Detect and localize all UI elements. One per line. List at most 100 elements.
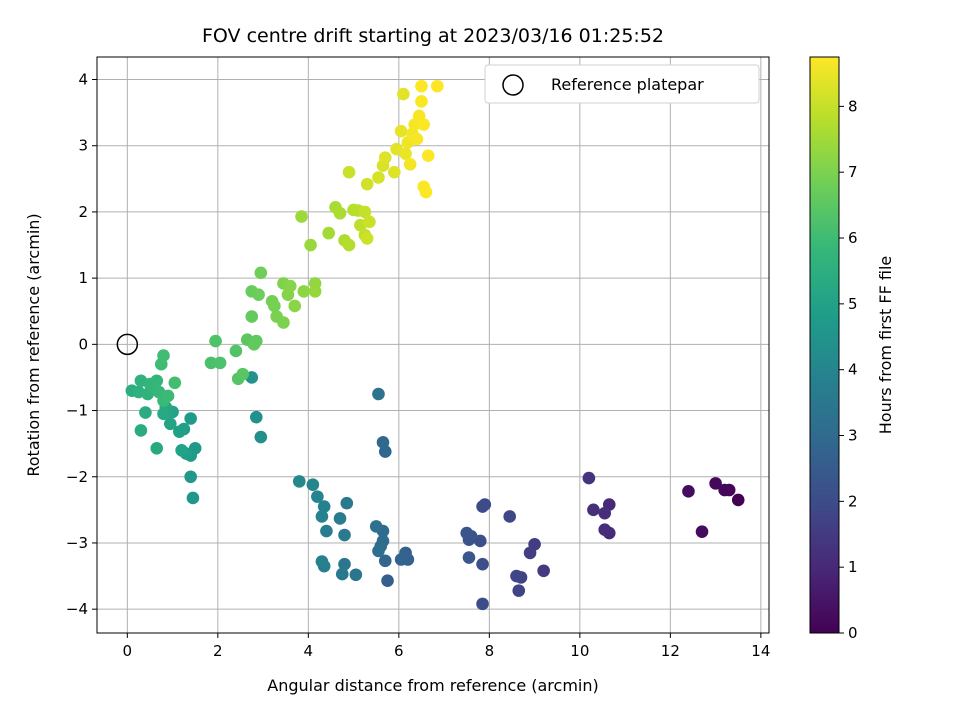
x-tick-label: 6 xyxy=(394,642,404,660)
data-point xyxy=(245,310,259,323)
data-point xyxy=(462,551,476,564)
data-point xyxy=(173,425,186,439)
data-point xyxy=(338,528,351,542)
colorbar-tick-label: 1 xyxy=(848,558,858,576)
data-point xyxy=(476,597,489,611)
data-point xyxy=(718,483,731,497)
data-point xyxy=(410,132,424,146)
colorbar-tick-label: 6 xyxy=(848,229,858,247)
data-point xyxy=(394,124,408,138)
data-point xyxy=(308,285,322,298)
y-tick-label: −4 xyxy=(66,600,88,618)
data-point xyxy=(372,387,385,401)
data-point xyxy=(229,344,243,358)
data-point xyxy=(139,406,152,419)
data-point xyxy=(186,491,200,505)
legend-marker-icon xyxy=(502,74,524,96)
data-point xyxy=(254,430,268,444)
data-point xyxy=(378,151,392,164)
chart-title: FOV centre drift starting at 2023/03/16 … xyxy=(202,25,664,47)
data-point xyxy=(134,424,148,437)
data-point xyxy=(306,478,320,491)
data-point xyxy=(288,299,302,313)
data-point xyxy=(268,299,281,313)
data-point xyxy=(363,215,376,229)
data-point xyxy=(277,316,290,329)
data-point xyxy=(342,165,356,179)
data-point xyxy=(315,510,329,523)
data-point xyxy=(254,266,268,280)
y-tick-label: −2 xyxy=(66,468,88,486)
x-tick-label: 12 xyxy=(661,642,680,660)
colorbar-tick-label: 7 xyxy=(848,163,858,181)
legend-label: Reference platepar xyxy=(551,75,704,94)
data-point xyxy=(358,205,372,219)
grid xyxy=(97,57,769,633)
data-point xyxy=(417,118,431,131)
data-point xyxy=(349,568,363,582)
data-point xyxy=(582,471,596,485)
y-axis-ticks: −4 −3 −2 −1 0 1 2 3 4 xyxy=(66,71,97,618)
data-point xyxy=(335,567,349,581)
data-point xyxy=(415,95,428,108)
data-point xyxy=(204,356,218,370)
x-tick-label: 2 xyxy=(213,642,223,660)
data-point xyxy=(682,485,695,498)
colorbar-tick-label: 4 xyxy=(848,361,858,379)
data-point xyxy=(695,525,709,539)
data-point xyxy=(587,503,600,517)
colorbar: 0 1 2 3 4 5 6 7 8 Hours from first FF file xyxy=(809,56,895,642)
data-point xyxy=(164,417,177,431)
data-point xyxy=(476,500,489,513)
x-tick-label: 14 xyxy=(751,642,770,660)
data-point xyxy=(295,210,308,223)
data-point xyxy=(213,356,227,370)
data-point xyxy=(184,412,197,425)
data-point xyxy=(168,376,182,390)
x-tick-label: 0 xyxy=(123,642,133,660)
plot-frame xyxy=(96,56,770,634)
data-point xyxy=(394,553,408,566)
data-point xyxy=(184,470,197,484)
data-point xyxy=(297,285,311,298)
data-point xyxy=(317,500,331,513)
data-point xyxy=(537,564,550,578)
data-point xyxy=(523,546,537,560)
data-point xyxy=(388,165,401,179)
data-point xyxy=(249,410,263,424)
data-point xyxy=(333,512,347,525)
y-tick-label: −1 xyxy=(66,402,88,420)
data-point xyxy=(369,520,383,533)
data-point xyxy=(247,338,261,351)
data-point xyxy=(372,171,385,184)
colorbar-tick-label: 0 xyxy=(848,624,858,642)
data-point xyxy=(338,557,351,571)
y-tick-label: 1 xyxy=(78,269,88,287)
data-point xyxy=(252,288,265,301)
data-point xyxy=(372,544,385,558)
data-point xyxy=(161,389,175,403)
data-point xyxy=(157,349,170,362)
colorbar-tick-label: 3 xyxy=(848,427,858,445)
data-point xyxy=(292,475,306,488)
data-point xyxy=(598,506,612,520)
data-point xyxy=(342,238,356,252)
data-point xyxy=(311,490,324,503)
y-tick-label: −3 xyxy=(66,534,88,552)
colorbar-tick-label: 2 xyxy=(848,492,858,510)
colorbar-ticks: 0 1 2 3 4 5 6 7 8 xyxy=(839,97,858,642)
data-point xyxy=(460,526,474,540)
colorbar-label: Hours from first FF file xyxy=(876,256,895,435)
data-point xyxy=(403,157,417,171)
y-axis-label: Rotation from reference (arcmin) xyxy=(24,213,43,476)
y-tick-label: 4 xyxy=(78,71,88,89)
x-axis-ticks: 0 2 4 6 8 10 12 14 xyxy=(123,633,770,660)
colorbar-tick-label: 8 xyxy=(848,97,858,115)
legend: Reference platepar xyxy=(484,64,760,104)
colorbar-tick-label: 5 xyxy=(848,295,858,313)
data-point xyxy=(381,574,394,587)
data-point xyxy=(415,79,428,93)
data-point xyxy=(175,443,188,457)
data-point xyxy=(236,367,250,381)
